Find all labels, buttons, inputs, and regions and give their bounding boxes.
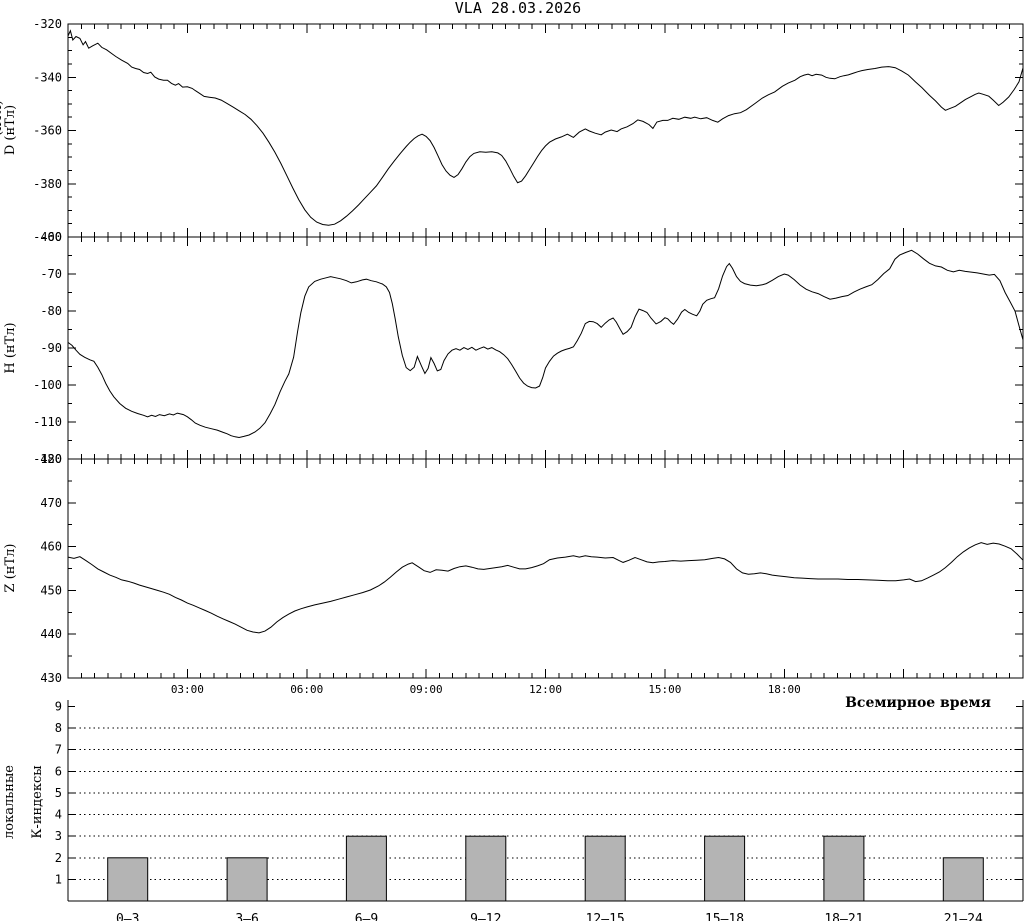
y-tick-label-K: 7 — [55, 743, 62, 757]
y-tick-label-D: -400 — [33, 230, 62, 244]
y-tick-label-K: 3 — [55, 829, 62, 843]
y-tick-label-K: 6 — [55, 764, 62, 778]
k-index-bar — [704, 835, 746, 902]
y-tick-label-Z: 430 — [40, 671, 62, 685]
curve-Z — [67, 542, 1024, 634]
y-axis-label-k-line2: К-индексы — [30, 765, 45, 838]
y-tick-label-Z: 480 — [40, 452, 62, 466]
chart-title: VLA 28.03.2026 — [455, 0, 581, 17]
y-tick-label-Z: 440 — [40, 627, 62, 641]
k-bar-label: 6–9 — [355, 912, 378, 921]
panel-frame-D — [67, 23, 1024, 238]
time-tick-label: 12:00 — [529, 683, 562, 696]
y-tick-label-H: -120 — [33, 452, 62, 466]
y-tick-label-D: -360 — [33, 124, 62, 138]
y-tick-label-H: -90 — [40, 341, 62, 355]
y-tick-label-H: -60 — [40, 230, 62, 244]
y-tick-label-K: 2 — [55, 851, 62, 865]
y-tick-label-K: 8 — [55, 721, 62, 735]
curve-H — [67, 249, 1024, 439]
y-tick-label-H: -110 — [33, 415, 62, 429]
time-tick-label: 06:00 — [290, 683, 323, 696]
time-tick-label: 03:00 — [171, 683, 204, 696]
k-bar-label: 0–3 — [116, 912, 139, 921]
k-index-bar — [584, 835, 626, 902]
k-index-bar — [465, 835, 507, 902]
y-tick-label-K: 9 — [55, 699, 62, 713]
time-tick-label: 09:00 — [410, 683, 443, 696]
y-tick-label-H: -100 — [33, 378, 62, 392]
k-bar-label: 9–12 — [470, 912, 501, 921]
y-tick-label-K: 1 — [55, 872, 62, 886]
panel-frame-H — [67, 236, 1024, 460]
curve-D — [67, 29, 1024, 226]
k-bar-label: 15–18 — [705, 912, 744, 921]
time-tick-label: 15:00 — [648, 683, 681, 696]
time-tick-label: 18:00 — [768, 683, 801, 696]
y-tick-label-Z: 470 — [40, 496, 62, 510]
y-tick-label-K: 5 — [55, 786, 62, 800]
y-tick-label-D: -380 — [33, 177, 62, 191]
panel-frame-Z — [67, 458, 1024, 679]
y-tick-label-D: -340 — [33, 70, 62, 84]
k-bar-label: 18–21 — [824, 912, 863, 921]
chart-panels: -400 -380 -360 -340 -320 -120 -110 -100 -90 -80 -7… — [33, 17, 1024, 921]
y-tick-label-K: 4 — [55, 808, 62, 822]
y-axis-label-k-line1: локальные — [2, 765, 17, 839]
y-tick-label-H: -70 — [40, 267, 62, 281]
k-bar-label: 21–24 — [944, 912, 983, 921]
y-axis-label-h: H (нТл) — [3, 322, 18, 373]
y-tick-label-Z: 450 — [40, 583, 62, 597]
y-axis-label-d: D (нТл) — [3, 105, 18, 155]
k-bar-label: 3–6 — [235, 912, 258, 921]
k-index-bar — [226, 857, 268, 902]
k-bar-label: 12–15 — [586, 912, 625, 921]
k-index-bar — [823, 835, 865, 902]
y-tick-label-H: -80 — [40, 304, 62, 318]
k-index-bar — [107, 857, 149, 902]
y-tick-label-Z: 460 — [40, 540, 62, 554]
y-tick-label-D: -320 — [33, 17, 62, 31]
x-axis-label: Всемирное время — [845, 695, 991, 711]
k-index-bar — [345, 835, 387, 902]
y-axis-label-z: Z (нТл) — [3, 544, 18, 593]
clipped-left-label: (нТл) — [0, 100, 5, 136]
k-index-bar — [942, 857, 984, 902]
